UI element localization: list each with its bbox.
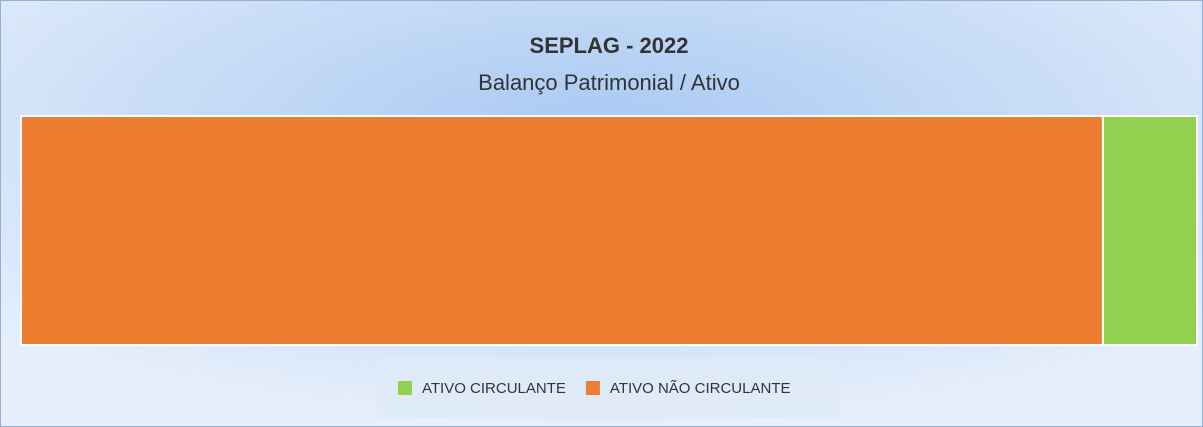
legend-swatch: [398, 381, 412, 395]
bar-segment: [20, 115, 1104, 346]
legend-swatch: [585, 381, 600, 395]
legend-label: ATIVO NÃO CIRCULANTE: [610, 380, 791, 397]
chart-subtitle: Balanço Patrimonial / Ativo: [478, 70, 740, 95]
legend-box: [377, 358, 840, 418]
legend-label: ATIVO CIRCULANTE: [422, 380, 566, 397]
chart-title: SEPLAG - 2022: [530, 33, 689, 58]
bar-segment: [1101, 115, 1199, 346]
